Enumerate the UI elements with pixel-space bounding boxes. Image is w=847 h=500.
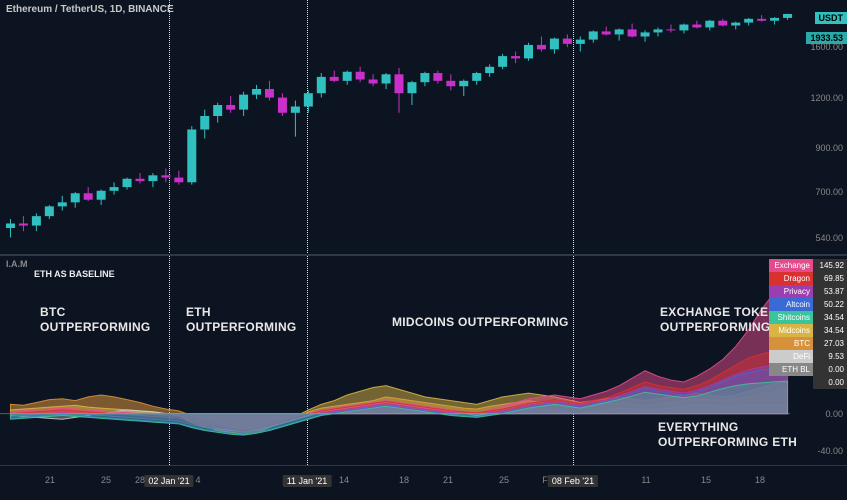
legend-label: DeFi bbox=[769, 350, 813, 363]
phase-label: BTCOUTPERFORMING bbox=[40, 305, 151, 335]
legend-label bbox=[769, 376, 813, 389]
legend-value: 0.00 bbox=[813, 363, 847, 376]
legend-value: 34.54 bbox=[813, 311, 847, 324]
indicator-legend: Exchange145.92Dragon69.85Privacy53.87Alt… bbox=[769, 259, 847, 389]
time-tick-major: 08 Feb '21 bbox=[548, 475, 598, 487]
candle-y-tick: 700.00 bbox=[815, 187, 843, 197]
legend-row: 0.00 bbox=[769, 376, 847, 389]
time-tick: 21 bbox=[45, 475, 55, 485]
indicator-label: I.A.M bbox=[6, 259, 28, 269]
usdt-badge: USDT bbox=[815, 12, 847, 24]
legend-value: 9.53 bbox=[813, 350, 847, 363]
time-tick: 25 bbox=[499, 475, 509, 485]
time-axis: 21252802 Jan '21411 Jan '2114182125Feb08… bbox=[0, 465, 847, 500]
time-tick: 14 bbox=[339, 475, 349, 485]
legend-value: 0.00 bbox=[813, 376, 847, 389]
phase-label: ETHOUTPERFORMING bbox=[186, 305, 297, 335]
legend-label: Shitcoins bbox=[769, 311, 813, 324]
candle-y-tick: 540.00 bbox=[815, 233, 843, 243]
indicator-y-tick: 0.00 bbox=[825, 409, 843, 419]
phase-label: EXCHANGE TOKENSOUTPERFORMING bbox=[660, 305, 786, 335]
legend-row: Altcoin50.22 bbox=[769, 298, 847, 311]
indicator-sublabel: ETH AS BASELINE bbox=[34, 269, 115, 279]
candle-y-tick: 1600.00 bbox=[810, 42, 843, 52]
time-tick-major: 02 Jan '21 bbox=[144, 475, 193, 487]
legend-row: Midcoins34.54 bbox=[769, 324, 847, 337]
phase-label: EVERYTHINGOUTPERFORMING ETH bbox=[658, 420, 797, 450]
legend-value: 34.54 bbox=[813, 324, 847, 337]
indicator-panel[interactable]: I.A.M ETH AS BASELINE BTCOUTPERFORMING ET… bbox=[0, 255, 847, 465]
time-tick: 21 bbox=[443, 475, 453, 485]
legend-value: 145.92 bbox=[813, 259, 847, 272]
time-tick: 4 bbox=[195, 475, 200, 485]
time-tick: 11 bbox=[641, 475, 650, 485]
legend-label: Exchange bbox=[769, 259, 813, 272]
legend-label: BTC bbox=[769, 337, 813, 350]
time-tick: 18 bbox=[755, 475, 765, 485]
legend-value: 50.22 bbox=[813, 298, 847, 311]
time-tick: 15 bbox=[701, 475, 711, 485]
ticker-label: Ethereum / TetherUS, 1D, BINANCE bbox=[6, 4, 174, 15]
legend-label: Privacy bbox=[769, 285, 813, 298]
phase-label: MIDCOINS OUTPERFORMING bbox=[392, 315, 569, 330]
legend-value: 69.85 bbox=[813, 272, 847, 285]
legend-label: Midcoins bbox=[769, 324, 813, 337]
legend-row: Exchange145.92 bbox=[769, 259, 847, 272]
legend-row: Privacy53.87 bbox=[769, 285, 847, 298]
legend-value: 53.87 bbox=[813, 285, 847, 298]
candlestick-svg bbox=[0, 0, 847, 255]
legend-row: BTC27.03 bbox=[769, 337, 847, 350]
legend-label: ETH BL bbox=[769, 363, 813, 376]
candlestick-panel[interactable]: Ethereum / TetherUS, 1D, BINANCE USDT193… bbox=[0, 0, 847, 255]
legend-row: DeFi9.53 bbox=[769, 350, 847, 363]
candle-y-tick: 1200.00 bbox=[810, 93, 843, 103]
time-tick: 18 bbox=[399, 475, 409, 485]
legend-row: ETH BL0.00 bbox=[769, 363, 847, 376]
legend-row: Dragon69.85 bbox=[769, 272, 847, 285]
legend-label: Altcoin bbox=[769, 298, 813, 311]
legend-value: 27.03 bbox=[813, 337, 847, 350]
chart-root: Ethereum / TetherUS, 1D, BINANCE USDT193… bbox=[0, 0, 847, 500]
indicator-y-tick: -40.00 bbox=[817, 446, 843, 456]
legend-row: Shitcoins34.54 bbox=[769, 311, 847, 324]
candle-y-tick: 900.00 bbox=[815, 143, 843, 153]
legend-label: Dragon bbox=[769, 272, 813, 285]
time-tick-major: 11 Jan '21 bbox=[283, 475, 332, 487]
time-tick: 25 bbox=[101, 475, 111, 485]
